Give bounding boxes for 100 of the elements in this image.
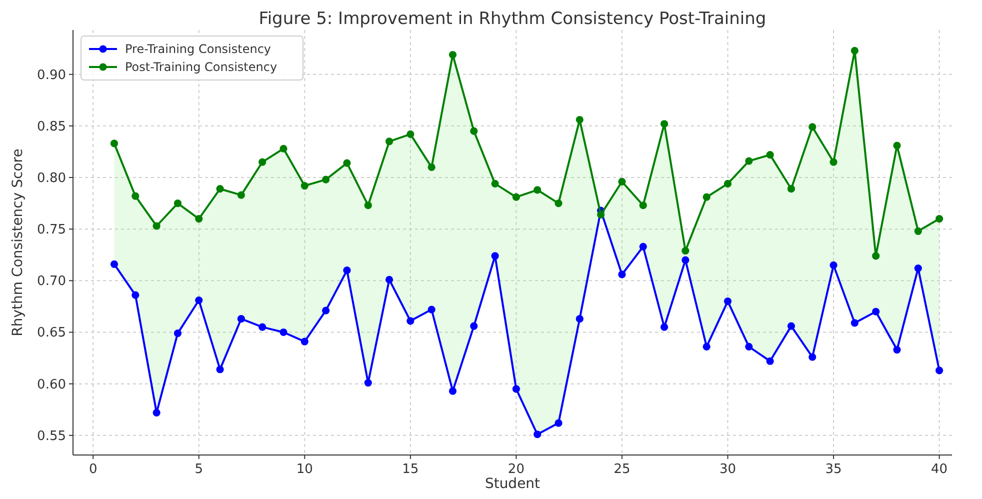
point bbox=[850, 319, 858, 327]
point bbox=[491, 252, 499, 260]
x-tick-label: 20 bbox=[508, 462, 524, 477]
point bbox=[808, 123, 816, 131]
chart-title: Figure 5: Improvement in Rhythm Consistency Post-Training bbox=[258, 9, 766, 29]
point bbox=[512, 193, 520, 201]
point bbox=[872, 308, 880, 316]
point bbox=[300, 338, 308, 346]
point bbox=[702, 342, 710, 350]
point bbox=[682, 256, 690, 264]
point bbox=[470, 322, 478, 330]
point bbox=[385, 276, 394, 284]
point bbox=[110, 260, 118, 268]
point bbox=[174, 200, 182, 208]
point bbox=[237, 315, 245, 323]
point bbox=[872, 252, 880, 260]
point bbox=[745, 157, 753, 165]
point bbox=[428, 306, 436, 314]
point bbox=[724, 180, 732, 188]
point bbox=[385, 138, 394, 146]
point bbox=[448, 387, 457, 395]
point bbox=[428, 163, 436, 171]
point bbox=[660, 323, 668, 331]
point bbox=[280, 144, 288, 152]
y-tick-label: 0.70 bbox=[37, 274, 66, 290]
point bbox=[300, 182, 308, 190]
point bbox=[576, 315, 584, 323]
point bbox=[152, 408, 160, 417]
y-tick-label: 0.55 bbox=[37, 428, 66, 444]
point bbox=[893, 346, 901, 354]
point bbox=[512, 385, 520, 393]
legend-label: Pre-Training Consistency bbox=[125, 42, 272, 56]
point bbox=[132, 291, 140, 299]
point bbox=[639, 202, 647, 210]
legend-label: Post-Training Consistency bbox=[125, 60, 278, 74]
point bbox=[554, 200, 562, 208]
point bbox=[830, 261, 838, 269]
point bbox=[597, 210, 605, 218]
point bbox=[406, 317, 414, 325]
y-tick-label: 0.90 bbox=[37, 68, 66, 83]
x-tick-label: 35 bbox=[825, 462, 842, 477]
point bbox=[237, 191, 245, 199]
x-tick-label: 15 bbox=[402, 462, 419, 477]
point bbox=[914, 264, 922, 272]
x-tick-label: 10 bbox=[296, 462, 313, 477]
point bbox=[936, 366, 944, 374]
point bbox=[682, 246, 690, 255]
point bbox=[618, 270, 626, 278]
point bbox=[470, 127, 478, 135]
point bbox=[364, 378, 372, 387]
x-tick-label: 5 bbox=[194, 462, 204, 477]
point bbox=[534, 430, 542, 438]
point bbox=[639, 242, 647, 250]
point bbox=[787, 322, 796, 330]
point bbox=[491, 180, 499, 188]
point bbox=[343, 159, 351, 167]
point bbox=[808, 353, 816, 361]
point bbox=[258, 323, 266, 331]
point bbox=[216, 366, 224, 374]
point bbox=[724, 298, 732, 306]
x-axis-title: Student bbox=[484, 476, 541, 492]
point bbox=[554, 419, 562, 427]
point bbox=[258, 158, 266, 166]
y-tick-label: 0.80 bbox=[37, 171, 66, 186]
x-tick-label: 30 bbox=[719, 462, 736, 477]
point bbox=[195, 296, 203, 304]
point bbox=[280, 328, 288, 336]
y-tick-label: 0.85 bbox=[37, 119, 66, 134]
point bbox=[787, 185, 796, 193]
x-tick-label: 40 bbox=[931, 462, 948, 477]
y-axis-title: Rhythm Consistency Score bbox=[10, 148, 26, 336]
point bbox=[745, 342, 753, 350]
point bbox=[936, 214, 944, 223]
point bbox=[322, 306, 330, 314]
point bbox=[216, 185, 224, 193]
point bbox=[322, 176, 330, 184]
x-tick-label: 0 bbox=[88, 462, 98, 477]
y-tick-label: 0.75 bbox=[37, 222, 66, 238]
point bbox=[618, 178, 626, 186]
x-tick-label: 25 bbox=[614, 462, 630, 477]
point bbox=[766, 151, 774, 159]
point bbox=[914, 227, 922, 235]
point bbox=[448, 50, 457, 59]
point bbox=[110, 140, 118, 148]
point bbox=[195, 214, 203, 223]
point bbox=[364, 202, 372, 210]
point bbox=[702, 193, 710, 201]
point bbox=[893, 142, 901, 150]
point bbox=[830, 158, 838, 166]
point bbox=[534, 186, 542, 194]
point bbox=[132, 192, 140, 200]
point bbox=[174, 329, 182, 338]
point bbox=[576, 116, 584, 124]
y-tick-label: 0.65 bbox=[37, 326, 66, 341]
point bbox=[850, 46, 858, 54]
point bbox=[152, 222, 160, 230]
point bbox=[406, 130, 414, 138]
point bbox=[660, 120, 668, 128]
point bbox=[766, 357, 774, 365]
point bbox=[343, 266, 351, 274]
